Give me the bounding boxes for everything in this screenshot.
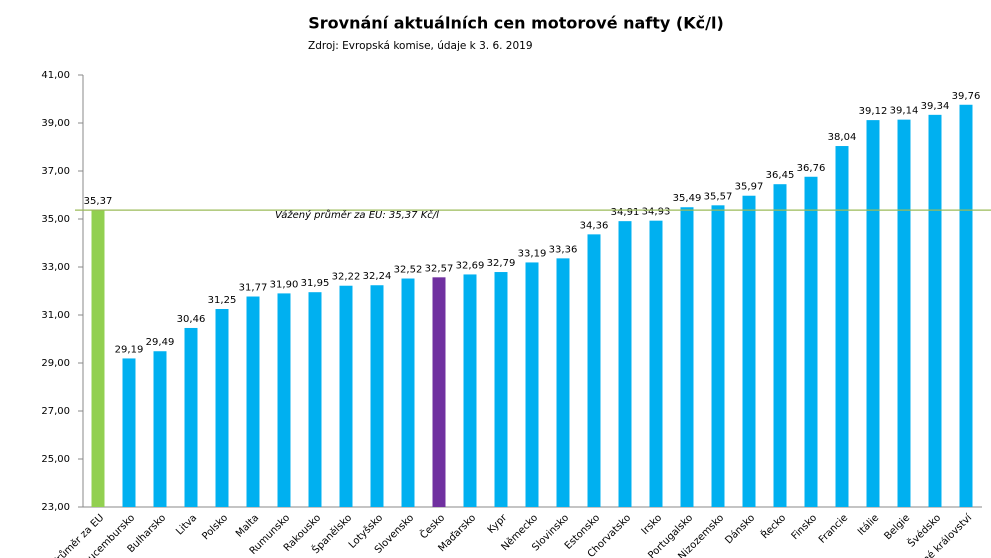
bar <box>711 205 725 507</box>
bar <box>897 119 911 507</box>
reference-label: Vážený průměr za EU: 35,37 Kč/l <box>275 209 439 221</box>
value-label: 35,37 <box>84 196 113 207</box>
value-label: 31,95 <box>301 278 330 289</box>
bar <box>215 309 229 507</box>
value-label: 35,57 <box>704 191 733 202</box>
bar <box>339 285 353 507</box>
x-tick-label: Kypr <box>486 512 510 536</box>
value-label: 35,97 <box>735 182 764 193</box>
x-tick-label: Malta <box>234 512 261 539</box>
value-label: 34,36 <box>580 220 609 231</box>
value-label: 31,25 <box>208 295 237 306</box>
x-tick-label: Belgie <box>882 512 912 542</box>
bar <box>91 210 105 507</box>
bar <box>277 293 291 507</box>
bar <box>773 184 787 507</box>
y-tick-label: 23,00 <box>41 502 70 513</box>
x-tick-label: Polsko <box>200 512 230 542</box>
value-label: 36,45 <box>766 170 795 181</box>
x-tick-label: Irsko <box>640 512 665 537</box>
bar <box>804 176 818 507</box>
y-tick-label: 35,00 <box>41 214 70 225</box>
bar <box>587 234 601 508</box>
value-label: 33,36 <box>549 244 578 255</box>
bar <box>928 114 942 507</box>
bar <box>649 220 663 507</box>
value-label: 36,76 <box>797 163 826 174</box>
value-label: 32,69 <box>456 260 485 271</box>
y-tick-label: 39,00 <box>41 118 70 129</box>
y-tick-label: 37,00 <box>41 166 70 177</box>
x-tick-label: Itálie <box>855 512 881 538</box>
chart-subtitle: Zdroj: Evropská komise, údaje k 3. 6. 20… <box>308 40 533 52</box>
bar <box>432 277 446 507</box>
value-label: 32,22 <box>332 272 361 283</box>
x-tick-label: Francie <box>817 512 850 545</box>
value-label: 30,46 <box>177 314 206 325</box>
bar <box>742 195 756 507</box>
x-tick-label: Dánsko <box>723 512 758 547</box>
bar <box>401 278 415 507</box>
chart-title: Srovnání aktuálních cen motorové nafty (… <box>308 14 724 33</box>
x-tick-label: Řecko <box>758 511 788 541</box>
value-label: 33,19 <box>518 248 547 259</box>
value-label: 32,52 <box>394 265 423 276</box>
y-tick-label: 31,00 <box>41 310 70 321</box>
y-tick-label: 41,00 <box>41 70 70 81</box>
value-label: 34,93 <box>642 207 671 218</box>
value-label: 32,79 <box>487 258 516 269</box>
value-label: 29,49 <box>146 337 175 348</box>
bar <box>370 285 384 507</box>
bar <box>556 258 570 507</box>
value-label: 39,76 <box>952 91 981 102</box>
bar <box>525 262 539 507</box>
y-tick-label: 25,00 <box>41 454 70 465</box>
value-label: 39,14 <box>890 106 919 117</box>
bar <box>835 146 849 508</box>
bar <box>184 327 198 507</box>
value-label: 32,24 <box>363 271 392 282</box>
value-label: 29,19 <box>115 344 144 355</box>
x-tick-label: Litva <box>174 512 199 537</box>
bar <box>959 104 973 507</box>
value-label: 39,34 <box>921 101 950 112</box>
value-label: 35,49 <box>673 193 702 204</box>
value-label: 31,77 <box>239 283 268 294</box>
y-tick-label: 29,00 <box>41 358 70 369</box>
value-label: 39,12 <box>859 106 888 117</box>
value-label: 38,04 <box>828 132 857 143</box>
value-label: 31,90 <box>270 279 299 290</box>
bar <box>463 274 477 507</box>
bar <box>866 120 880 508</box>
bar <box>494 272 508 507</box>
bar <box>618 221 632 507</box>
bar <box>122 358 136 507</box>
bar <box>680 207 694 508</box>
y-tick-label: 33,00 <box>41 262 70 273</box>
bar <box>246 296 260 507</box>
value-label: 34,91 <box>611 207 640 218</box>
y-tick-label: 27,00 <box>41 406 70 417</box>
value-label: 32,57 <box>425 263 454 274</box>
x-tick-label: Česko <box>417 511 447 541</box>
bar <box>308 292 322 507</box>
x-tick-label: Finsko <box>790 512 820 542</box>
bar <box>153 351 167 507</box>
